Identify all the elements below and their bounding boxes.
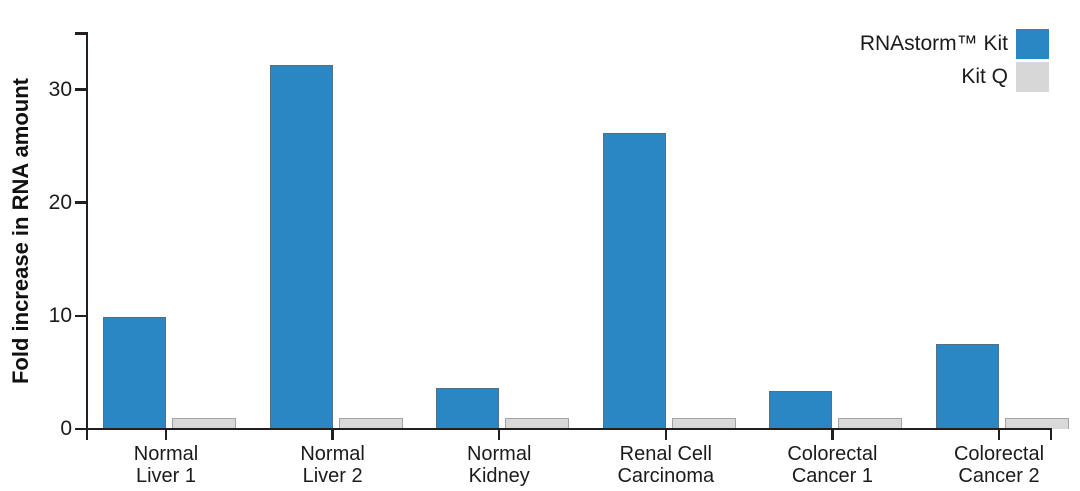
- x-tick-mark: [497, 428, 501, 440]
- legend-label-rnastorm-kit: RNAstorm™ Kit: [859, 32, 1008, 55]
- bar-rnastorm-kit-4: [602, 132, 666, 429]
- y-axis-line: [85, 32, 88, 440]
- x-axis-line: [85, 427, 1052, 430]
- x-tick-mark: [331, 428, 334, 440]
- bar-kit-q-2: [338, 417, 403, 429]
- x-tick-mark: [664, 428, 668, 440]
- y-tick-mark: [74, 201, 86, 204]
- bar-rnastorm-kit-2: [269, 64, 333, 429]
- x-category-label: Colorectal Cancer 2: [953, 443, 1045, 487]
- y-axis-end-cap: [74, 32, 88, 35]
- bar-kit-q-3: [505, 417, 570, 429]
- x-category-label: Normal Kidney: [466, 443, 532, 487]
- x-category-label: Normal Liver 2: [300, 443, 365, 487]
- legend-item-kit-q: Kit Q: [961, 62, 1049, 92]
- legend: RNAstorm™ Kit Kit Q: [860, 29, 1049, 92]
- legend-item-rnastorm-kit: RNAstorm™ Kit: [860, 29, 1049, 59]
- y-tick-label: 20: [48, 190, 72, 214]
- y-tick-label: 30: [48, 77, 72, 101]
- bar-kit-q-4: [671, 417, 736, 429]
- x-tick-mark: [164, 428, 168, 440]
- legend-swatch-kit-q: [1016, 62, 1049, 92]
- bar-rnastorm-kit-6: [936, 344, 999, 429]
- legend-swatch-rnastorm-kit: [1016, 29, 1049, 59]
- y-tick-mark: [74, 88, 86, 91]
- bar-rnastorm-kit-5: [769, 390, 833, 429]
- y-tick-label: 0: [60, 417, 72, 440]
- y-tick-mark: [74, 427, 86, 431]
- x-category-label: Colorectal Cancer 1: [787, 443, 878, 487]
- bar-rnastorm-kit-1: [103, 316, 166, 429]
- x-axis-end-tick: [1049, 428, 1052, 440]
- x-tick-mark: [997, 428, 1001, 440]
- y-tick-mark: [74, 314, 86, 318]
- x-tick-mark: [831, 428, 834, 440]
- bar-kit-q-5: [838, 417, 903, 429]
- bar-kit-q-1: [172, 417, 236, 429]
- bar-kit-q-6: [1005, 417, 1069, 429]
- bar-rnastorm-kit-3: [436, 388, 500, 429]
- legend-label-kit-q: Kit Q: [961, 65, 1008, 88]
- x-category-label: Normal Liver 1: [133, 443, 199, 487]
- y-tick-label: 10: [48, 303, 72, 327]
- x-category-label: Renal Cell Carcinoma: [617, 443, 715, 487]
